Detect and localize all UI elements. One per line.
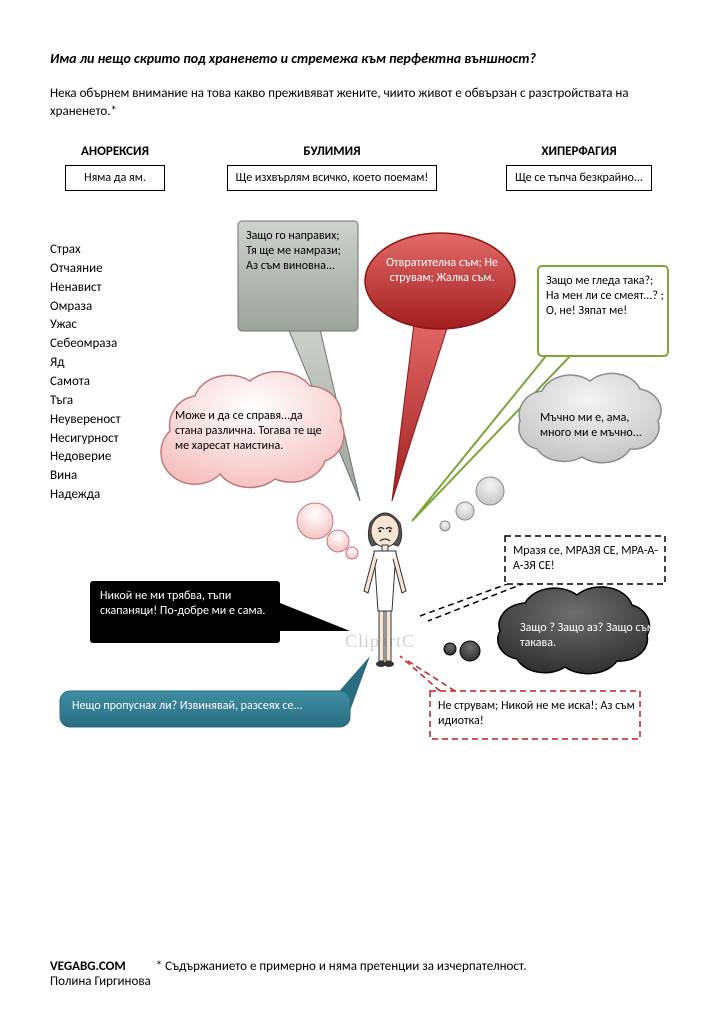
column-header: БУЛИМИЯ [200,144,464,159]
girl-figure-icon [350,501,420,681]
page-title: Има ли нещо скрито под храненето и стрем… [50,50,674,67]
bubble-idiot-box-text: Не струвам; Никой не ме иска!; Аз съм ид… [438,699,636,729]
column-box: Ще се тъпча безкрайно... [506,165,652,191]
footer-note: * Съдържанието е примерно и няма претенц… [156,959,527,974]
column-header: ХИПЕРФАГИЯ [484,144,674,159]
bubble-disgust-text: Отвратителна съм; Не струвам; Жалка съм. [382,256,502,286]
column-hyperphagia: ХИПЕРФАГИЯ Ще се тъпча безкрайно... [484,144,674,191]
bubble-hate-box-text: Мразя се, МРАЗЯ СЕ, МРА-А-А-ЗЯ СЕ! [513,544,661,574]
bubble-distracted [60,656,370,727]
bubble-think-main [161,372,358,559]
page: Има ли нещо скрито под храненето и стрем… [0,0,724,1024]
footer-author: Полина Гиргинова [50,974,674,989]
column-header: АНОРЕКСИЯ [50,144,180,159]
bubble-why-cloud-text: Защо ? Защо аз? Защо съм такава. [520,621,660,651]
bubble-distracted-text: Нещо пропуснах ли? Извинявай, разсеях се… [72,699,347,714]
column-bulimia: БУЛИМИЯ Ще изхвърлям всичко, което поема… [200,144,464,191]
column-box: Ще изхвърлям всичко, което поемам! [227,165,438,191]
bubble-guilt-text: Защо го направих; Тя ще ме намрази; Аз с… [246,229,352,274]
bubble-think-main-text: Може и да се справя...да стана различна.… [175,409,325,454]
footer: VEGABG.COM * Съдържанието е примерно и н… [50,959,674,989]
column-anorexia: АНОРЕКСИЯ Няма да ям. [50,144,180,191]
bubble-sad-cloud-text: Мъчно ми е, ама, много ми е мъчно... [540,411,650,441]
intro-text: Нека обърнем внимание на това какво преж… [50,85,674,120]
column-box: Няма да ям. [65,165,165,191]
footer-site: VEGABG.COM [50,959,126,974]
diagram: Страх Отчаяние Ненавист Омраза Ужас Себе… [50,201,670,821]
disorder-columns: АНОРЕКСИЯ Няма да ям. БУЛИМИЯ Ще изхвърл… [50,144,674,191]
bubble-alone-text: Никой не ми трябва, тъпи скапаняци! По-д… [100,589,275,619]
bubble-stare-text: Защо ме гледа така?; На мен ли се смеят.… [546,274,664,319]
